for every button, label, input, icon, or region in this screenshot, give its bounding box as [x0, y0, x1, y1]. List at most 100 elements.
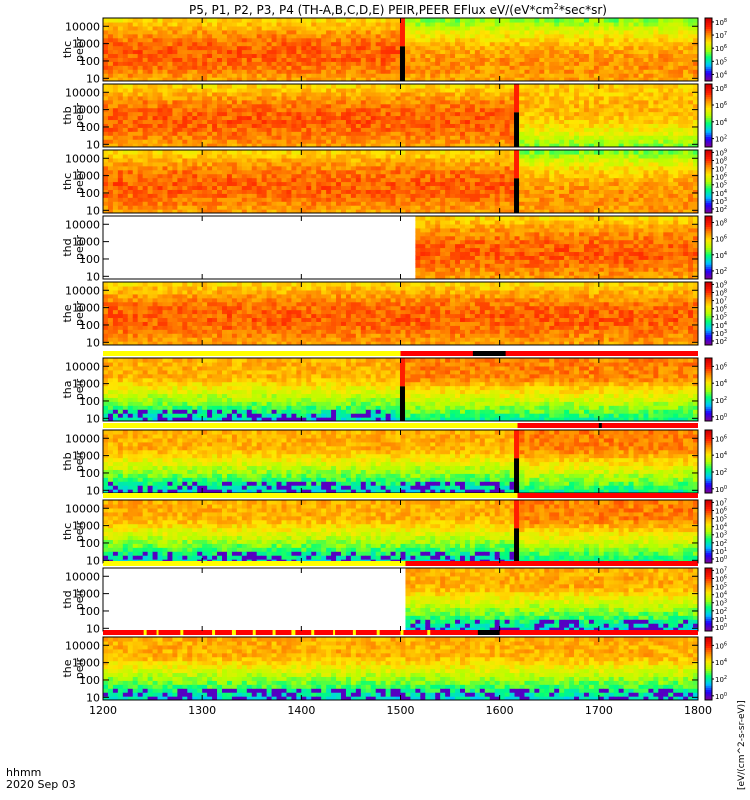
colorbar-tick-label: 102 — [715, 337, 727, 346]
colorbar-tick-label: 103 — [715, 531, 727, 540]
mode-segment — [427, 630, 431, 635]
colorbar-tick-label: 104 — [715, 189, 727, 198]
y-tick-label: 100 — [79, 187, 100, 200]
panel-label: thapeir — [61, 378, 86, 400]
panel-label: thcpeer — [61, 169, 86, 195]
panel-label: thepeer — [61, 301, 86, 327]
chart-title-prefix: P5, P1, P2, P3, P4 (TH-A,B,C,D,E) PEIR,P… — [189, 3, 554, 17]
colorbar-tick-label: 103 — [715, 197, 727, 206]
panel-label: thbpeer — [61, 103, 86, 129]
mode-segment — [472, 351, 506, 356]
colorbar-tick-label: 106 — [715, 101, 727, 110]
x-axis-label-units: hhmm — [6, 766, 41, 779]
colorbar-tick-label: 107 — [715, 498, 727, 507]
mode-bar-thb — [103, 423, 698, 428]
colorbar-tick-label: 100 — [715, 413, 727, 422]
mode-segment — [598, 423, 602, 428]
panel-tha-peir: 10 100 1000 10000 thapeir 106 104 102 100 — [61, 357, 727, 425]
spectrogram-image — [415, 216, 698, 279]
spectrogram-image — [103, 500, 698, 563]
colorbar-tick-label: 100 — [715, 555, 727, 564]
colorbar-tick-label: 104 — [715, 591, 727, 600]
y-tick-label: 10000 — [65, 432, 100, 445]
colorbar-tick-label: 107 — [715, 165, 727, 174]
colorbar-tick-label: 102 — [715, 675, 727, 684]
spectrogram-image — [103, 637, 698, 700]
colorbar-tick-label: 108 — [715, 18, 727, 27]
panel-the-peir: 10 100 1000 10000 thepeir 106 104 102 100 — [61, 636, 727, 704]
chart-title: P5, P1, P2, P3, P4 (TH-A,B,C,D,E) PEIR,P… — [189, 2, 607, 17]
colorbar-tick-label: 108 — [715, 84, 727, 93]
colorbar-tick-label: 102 — [715, 396, 727, 405]
y-tick-label: 10 — [86, 72, 100, 85]
x-tick-label: 1400 — [287, 704, 315, 717]
y-tick-label: 100 — [79, 467, 100, 480]
x-tick-label: 1200 — [89, 704, 117, 717]
mode-segment — [156, 630, 159, 635]
panel-label: thdpeir — [61, 588, 86, 610]
y-tick-label: 1000 — [72, 450, 100, 463]
colorbar-tick-label: 106 — [715, 173, 727, 182]
colorbar-tick-label: 106 — [715, 44, 727, 53]
mode-segment — [272, 630, 276, 635]
spectrogram-image — [103, 18, 698, 81]
mode-segment — [517, 423, 698, 428]
colorbar-tick-label: 105 — [715, 181, 727, 190]
y-tick-label: 10 — [86, 138, 100, 151]
colorbar-tick-label: 102 — [715, 135, 727, 144]
y-tick-label: 10 — [86, 622, 100, 635]
colorbar-tick-label: 102 — [715, 607, 727, 616]
colorbar: 108 106 104 102 — [704, 215, 727, 280]
panel-label: thcpeer — [61, 37, 86, 63]
y-tick-label: 10 — [86, 270, 100, 283]
y-tick-label: 10000 — [65, 284, 100, 297]
colorbar-tick-label: 100 — [715, 623, 727, 632]
x-tick-label: 1500 — [387, 704, 415, 717]
y-tick-label: 100 — [79, 121, 100, 134]
y-tick-label: 1000 — [72, 657, 100, 670]
colorbar: 108 107 106 105 104 — [704, 17, 727, 82]
y-tick-label: 10000 — [65, 360, 100, 373]
y-tick-label: 10 — [86, 204, 100, 217]
colorbar-tick-label: 106 — [715, 641, 727, 650]
colorbar: 108 106 104 102 — [704, 83, 727, 148]
panel-label: thdpeer — [61, 235, 86, 261]
colorbar-tick-label: 104 — [715, 379, 727, 388]
mode-segment — [103, 561, 406, 566]
spectrogram-image — [405, 568, 698, 631]
y-tick-label: 100 — [79, 55, 100, 68]
y-tick-label: 1000 — [72, 378, 100, 391]
panel-thc-peir: 10100100010000thcpeir1071061051041031021… — [61, 498, 727, 567]
panel-the-peer: 10100100010000thepeer1091081071061051041… — [61, 280, 727, 349]
mode-segment — [291, 630, 296, 635]
colorbar-tick-label: 108 — [715, 218, 727, 227]
mode-bar-the — [103, 630, 698, 635]
panel-thd-peir: 10100100010000thdpeir1071061051041031021… — [61, 566, 727, 635]
colorbar-tick-label: 105 — [715, 515, 727, 524]
mode-segment — [333, 630, 336, 635]
mode-segment — [477, 630, 500, 635]
mode-segment — [400, 351, 698, 356]
colorbar-tick-label: 102 — [715, 267, 727, 276]
y-tick-label: 100 — [79, 674, 100, 687]
colorbar-units-label: [eV/(cm^2-s-sr-eV)] — [737, 700, 747, 790]
mode-bar-thc — [103, 493, 698, 498]
colorbar-tick-label: 104 — [715, 451, 727, 460]
colorbar-tick-label: 100 — [715, 485, 727, 494]
chart-title-suffix: *sec*sr) — [559, 3, 607, 17]
y-tick-label: 10 — [86, 484, 100, 497]
y-tick-label: 10000 — [65, 152, 100, 165]
y-tick-label: 10000 — [65, 86, 100, 99]
panel-thc-peer: 10 100 1000 10000 thcpeer 108 107 106 105 104 — [61, 17, 727, 85]
mode-segment — [400, 630, 404, 635]
colorbar-tick-label: 107 — [715, 297, 727, 306]
mode-bar-tha — [103, 351, 698, 356]
colorbar-tick-label: 109 — [715, 280, 727, 289]
panel-thb-peir: 10 100 1000 10000 thbpeir 106 104 102 100 — [61, 429, 727, 497]
x-axis-label-date: 2020 Sep 03 — [6, 778, 76, 791]
y-tick-label: 10000 — [65, 502, 100, 515]
